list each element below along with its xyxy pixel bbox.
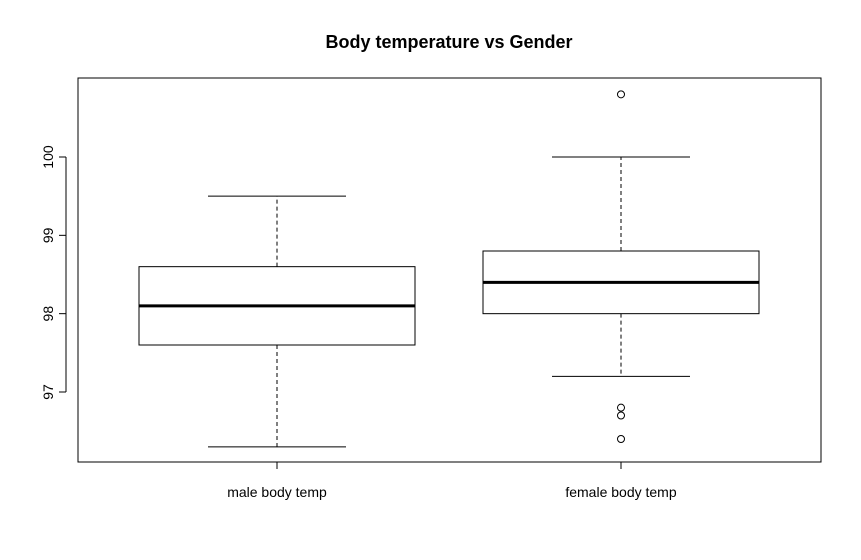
x-tick-label: female body temp (565, 484, 676, 500)
y-tick-label: 100 (40, 145, 56, 169)
y-tick-label: 99 (40, 227, 56, 243)
outlier-point (617, 403, 625, 412)
x-axis: male body temp female body temp (227, 461, 677, 500)
box-1 (482, 90, 760, 443)
y-axis: 97 98 99 100 (40, 145, 67, 400)
x-tick-label: male body temp (227, 484, 327, 500)
box-0 (138, 195, 416, 448)
chart-title: Body temperature vs Gender (325, 32, 572, 52)
outlier-point (617, 90, 625, 99)
y-tick-label: 98 (40, 306, 56, 322)
outlier-point (617, 411, 625, 420)
outlier-point (617, 435, 625, 443)
box-group (138, 90, 760, 448)
y-tick-label: 97 (40, 384, 56, 400)
